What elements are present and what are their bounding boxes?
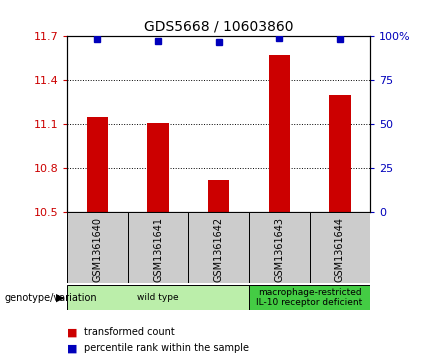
Bar bbox=[147, 123, 168, 212]
Bar bbox=[188, 212, 249, 283]
Text: ▶: ▶ bbox=[55, 293, 64, 303]
Text: GSM1361643: GSM1361643 bbox=[274, 217, 284, 282]
Text: transformed count: transformed count bbox=[84, 327, 175, 337]
Bar bbox=[310, 212, 370, 283]
Bar bbox=[128, 212, 188, 283]
Text: percentile rank within the sample: percentile rank within the sample bbox=[84, 343, 249, 354]
Text: ■: ■ bbox=[67, 343, 78, 354]
Bar bbox=[268, 56, 290, 212]
Bar bbox=[329, 95, 350, 212]
Text: GSM1361644: GSM1361644 bbox=[335, 217, 345, 282]
Text: wild type: wild type bbox=[137, 293, 179, 302]
Text: genotype/variation: genotype/variation bbox=[4, 293, 97, 303]
Text: macrophage-restricted
IL-10 receptor deficient: macrophage-restricted IL-10 receptor def… bbox=[256, 288, 363, 307]
Text: GSM1361641: GSM1361641 bbox=[153, 217, 163, 282]
Text: GSM1361640: GSM1361640 bbox=[92, 217, 103, 282]
Text: ■: ■ bbox=[67, 327, 78, 337]
Bar bbox=[67, 285, 249, 310]
Bar bbox=[249, 285, 370, 310]
Text: GSM1361642: GSM1361642 bbox=[213, 217, 224, 282]
Bar bbox=[87, 117, 108, 212]
Title: GDS5668 / 10603860: GDS5668 / 10603860 bbox=[144, 20, 294, 34]
Bar bbox=[208, 180, 229, 212]
Bar bbox=[249, 212, 310, 283]
Bar bbox=[67, 212, 128, 283]
